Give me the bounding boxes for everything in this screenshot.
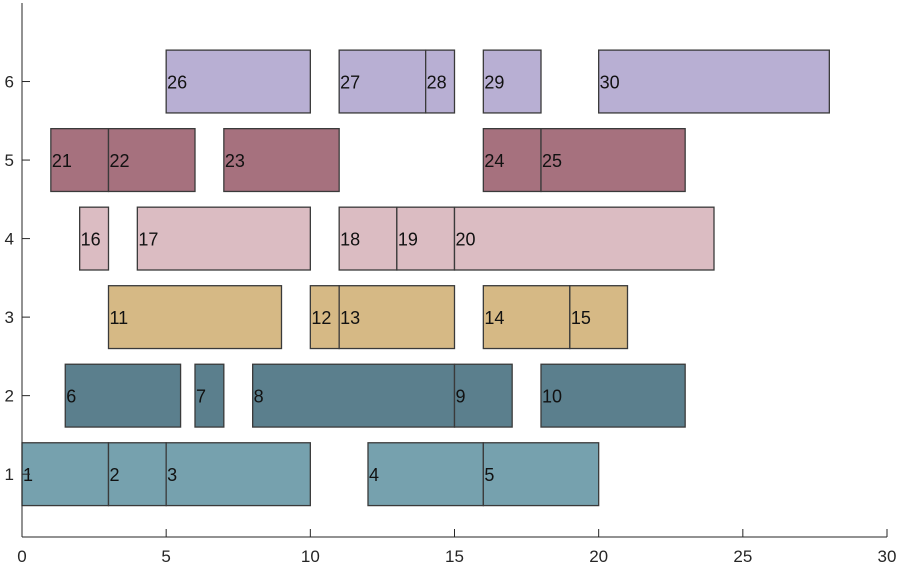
bar-label-20: 20 xyxy=(456,230,476,250)
bar-task-13 xyxy=(338,285,456,350)
bar-label-21: 21 xyxy=(52,151,72,171)
y-tick-label-3: 3 xyxy=(5,308,14,327)
y-tick-label-5: 5 xyxy=(5,151,14,170)
x-tick-label-5: 5 xyxy=(161,547,170,566)
x-tick-label-30: 30 xyxy=(878,547,897,566)
bar-label-12: 12 xyxy=(311,308,331,328)
bar-label-10: 10 xyxy=(542,387,562,407)
bar-task-8 xyxy=(252,363,456,428)
x-tick-label-20: 20 xyxy=(589,547,608,566)
bar-task-28 xyxy=(425,49,456,114)
bar-task-20 xyxy=(453,206,715,271)
bar-task-9 xyxy=(453,363,513,428)
bar-label-18: 18 xyxy=(340,230,360,250)
bar-task-22 xyxy=(107,127,196,193)
bar-label-1: 1 xyxy=(23,465,33,485)
x-tick-label-15: 15 xyxy=(445,547,464,566)
bar-label-30: 30 xyxy=(600,73,620,93)
bar-task-25 xyxy=(540,127,686,193)
bar-label-4: 4 xyxy=(369,465,379,485)
bar-label-14: 14 xyxy=(484,308,504,328)
bar-task-3 xyxy=(165,442,311,507)
bar-label-6: 6 xyxy=(66,387,76,407)
bar-task-23 xyxy=(223,127,340,193)
bar-label-3: 3 xyxy=(167,465,177,485)
bar-label-27: 27 xyxy=(340,73,360,93)
bar-label-5: 5 xyxy=(484,465,494,485)
bar-task-26 xyxy=(165,49,311,114)
bar-label-16: 16 xyxy=(81,230,101,250)
bar-task-15 xyxy=(569,285,629,350)
bar-label-11: 11 xyxy=(110,308,129,328)
bar-task-5 xyxy=(482,442,600,507)
bar-label-24: 24 xyxy=(484,151,504,171)
bar-label-29: 29 xyxy=(484,73,504,93)
bar-task-30 xyxy=(598,49,830,114)
y-tick-label-4: 4 xyxy=(5,230,14,249)
bar-label-9: 9 xyxy=(456,387,466,407)
bar-label-7: 7 xyxy=(196,387,206,407)
bar-label-13: 13 xyxy=(340,308,360,328)
bar-label-22: 22 xyxy=(110,151,130,171)
bar-label-28: 28 xyxy=(427,73,447,93)
bar-label-15: 15 xyxy=(571,308,591,328)
x-tick-label-0: 0 xyxy=(17,547,26,566)
bar-task-29 xyxy=(482,49,542,114)
bar-task-16 xyxy=(79,206,110,271)
bar-label-2: 2 xyxy=(110,465,120,485)
bar-label-25: 25 xyxy=(542,151,562,171)
y-tick-label-6: 6 xyxy=(5,73,14,92)
bar-label-23: 23 xyxy=(225,151,245,171)
y-tick-label-2: 2 xyxy=(5,387,14,406)
bar-task-10 xyxy=(540,363,686,428)
bar-task-2 xyxy=(107,442,167,507)
bar-task-6 xyxy=(64,363,182,428)
y-tick-label-1: 1 xyxy=(5,465,14,484)
bar-label-17: 17 xyxy=(138,230,158,250)
bar-task-19 xyxy=(396,206,456,271)
bar-task-17 xyxy=(136,206,311,271)
bar-task-14 xyxy=(482,285,571,350)
bar-task-11 xyxy=(107,285,283,350)
x-tick-label-10: 10 xyxy=(301,547,320,566)
x-tick-label-25: 25 xyxy=(733,547,752,566)
bar-task-4 xyxy=(367,442,484,507)
bar-task-18 xyxy=(338,206,398,271)
bar-task-24 xyxy=(482,127,542,193)
bar-task-7 xyxy=(194,363,225,428)
bar-label-26: 26 xyxy=(167,73,187,93)
bar-label-19: 19 xyxy=(398,230,418,250)
bar-task-1 xyxy=(21,442,110,507)
bar-label-8: 8 xyxy=(254,387,264,407)
